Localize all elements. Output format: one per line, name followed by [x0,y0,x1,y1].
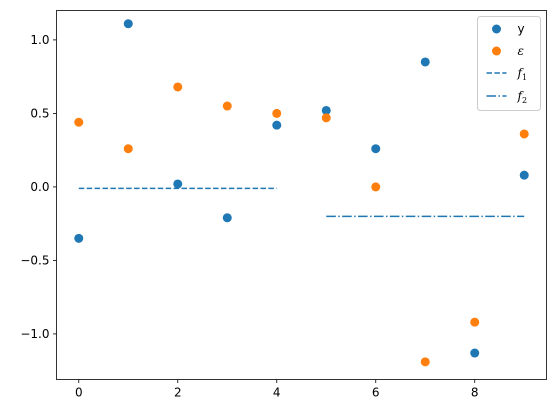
legend-label-subscript: 1 [522,73,527,82]
data-point-series-0 [420,57,430,67]
data-point-series-1 [272,108,282,118]
legend-label-subscript: 2 [522,96,527,105]
data-point-series-0 [272,120,282,130]
legend-label-main: f [517,66,525,80]
y-tick-label: −1.0 [20,327,49,341]
data-point-series-1 [321,113,331,123]
x-tick-label: 8 [471,386,479,400]
data-point-series-1 [371,182,381,192]
legend-label: ε [518,44,524,58]
legend-label: f2 [517,89,528,105]
data-point-series-1 [420,357,430,367]
data-point-series-0 [321,105,331,115]
data-point-series-0 [470,348,480,358]
data-point-series-0 [74,233,84,243]
data-point-series-1 [173,82,183,92]
y-tick-label: 0.5 [30,107,49,121]
data-point-series-1 [123,144,133,154]
data-point-series-1 [470,317,480,327]
plot-area [56,10,547,380]
x-tick-label: 6 [372,386,380,400]
y-tick-label: 0.0 [30,180,49,194]
x-tick-label: 0 [75,386,83,400]
legend-label: f1 [517,66,528,82]
data-point-series-0 [173,179,183,189]
data-point-series-0 [371,144,381,154]
axes-layer: 0 2 4 6 8 −1.0 −0.5 0.0 0.5 1.0 [20,10,547,400]
x-tick-label: 4 [273,386,281,400]
legend-label-main: f [517,89,525,103]
y-tick-label: −0.5 [20,254,49,268]
legend-label: y [518,22,525,36]
x-tick-label: 2 [174,386,182,400]
data-point-series-1 [519,129,529,139]
legend-marker [492,46,501,56]
data-point-series-1 [222,101,232,111]
data-point-series-0 [519,170,529,180]
series-layer [74,19,529,367]
y-tick-label: 1.0 [30,33,49,47]
data-point-series-0 [123,19,133,29]
legend-marker [492,24,501,34]
data-point-series-1 [74,117,84,127]
axes-frame [56,10,547,380]
data-point-series-0 [222,213,232,223]
legend-box [477,16,541,111]
